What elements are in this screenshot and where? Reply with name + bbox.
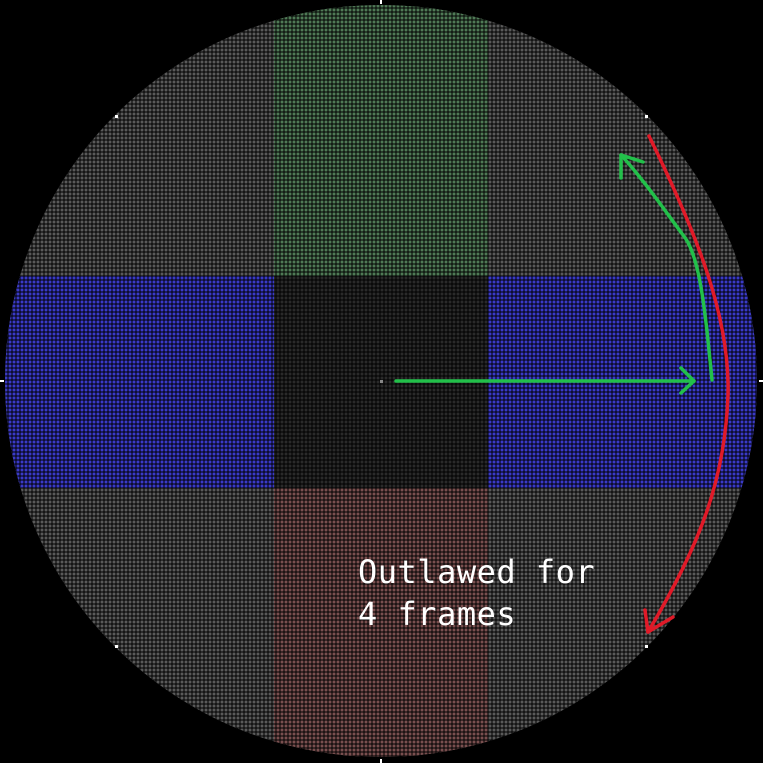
arrow-head bbox=[619, 153, 645, 180]
tick-upper-right bbox=[645, 115, 648, 118]
arrows bbox=[394, 134, 730, 634]
tick-right bbox=[759, 380, 763, 382]
stick-to-right-arrow bbox=[394, 366, 696, 395]
right-to-up-arc-arrow bbox=[619, 153, 714, 382]
center-dot bbox=[380, 380, 383, 383]
tick-top bbox=[380, 0, 382, 4]
arrow-shaft bbox=[619, 153, 714, 382]
tick-left bbox=[0, 380, 4, 382]
arrow-shaft bbox=[646, 134, 730, 634]
tick-upper-left bbox=[115, 115, 118, 118]
tick-lower-left bbox=[115, 645, 118, 648]
caption-line-2: 4 frames bbox=[358, 595, 517, 633]
tick-bottom bbox=[380, 759, 382, 763]
up-to-down-arc-arrow bbox=[643, 134, 730, 634]
caption-line-1: Outlawed for bbox=[358, 553, 596, 591]
arrow-head bbox=[643, 608, 675, 634]
tick-lower-right bbox=[645, 645, 648, 648]
arrow-head bbox=[679, 366, 696, 395]
